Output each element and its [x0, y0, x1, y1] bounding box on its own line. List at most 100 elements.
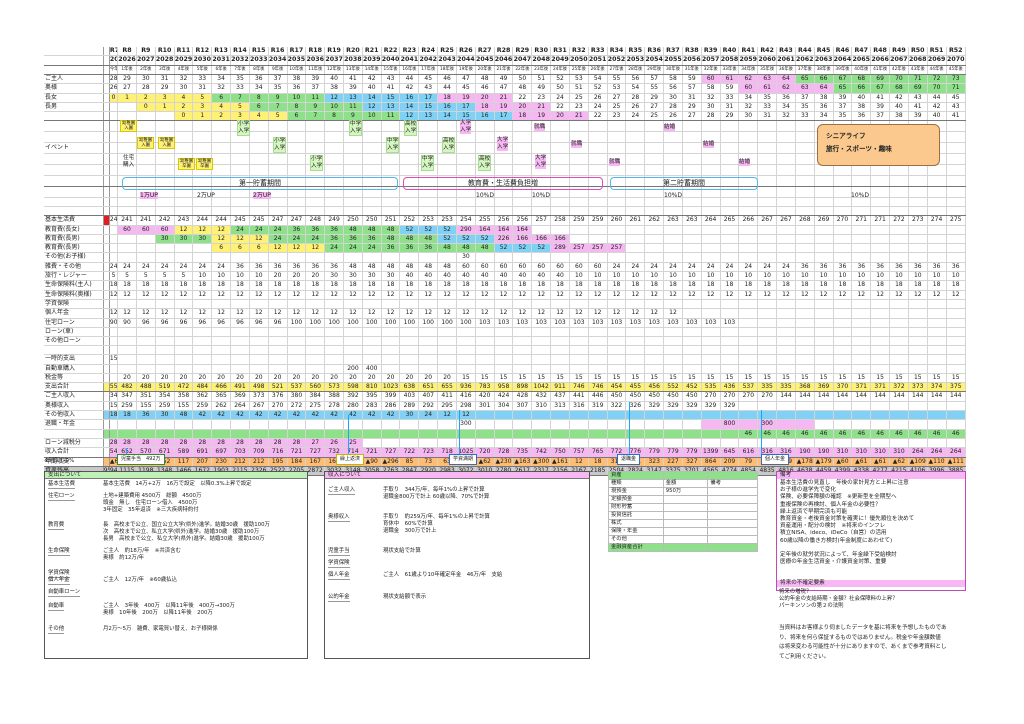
table-cell [136, 354, 156, 365]
table-cell [644, 131, 665, 144]
table-cell [109, 111, 119, 122]
table-cell [494, 336, 514, 347]
table-cell [738, 164, 759, 177]
table-cell: 190 [814, 447, 834, 458]
table-cell: 1 [155, 102, 175, 113]
table-cell [720, 243, 740, 254]
table-cell [494, 345, 514, 356]
table-cell: 36 [324, 234, 344, 245]
table-row: 一時的支出150 [44, 354, 966, 365]
table-cell: 36 [833, 262, 853, 273]
table-cell [103, 262, 110, 273]
table-cell: 55 [607, 74, 627, 85]
table-cell: 12 [287, 308, 307, 319]
table-cell: 12 [268, 290, 288, 300]
table-cell: 52 [437, 225, 457, 235]
table-cell [569, 429, 589, 439]
table-cell [795, 225, 815, 235]
table-cell [174, 142, 194, 155]
table-cell [870, 419, 891, 430]
table-cell [833, 252, 853, 263]
event-label: 幼稚園 入園 [158, 137, 176, 149]
table-cell [437, 336, 457, 347]
table-cell [268, 354, 288, 365]
row-label: 基本生活費 [44, 215, 104, 226]
table-cell [418, 429, 439, 439]
table-cell: 12 [343, 290, 363, 300]
table-cell [644, 327, 665, 338]
table-cell [211, 206, 232, 217]
table-cell: 2 [211, 111, 232, 122]
table-cell: 41 [870, 93, 891, 103]
row-label: 教育費(長女) [44, 225, 104, 235]
table-cell [103, 391, 110, 402]
table-cell [701, 364, 721, 374]
table-cell [155, 186, 175, 199]
table-cell: 655 [437, 382, 457, 393]
table-cell: 12 [230, 290, 250, 300]
table-cell [851, 327, 872, 338]
table-cell: 35 [833, 111, 853, 122]
table-cell: 24 [682, 262, 702, 273]
table-cell [437, 327, 457, 338]
table-cell: 28 [663, 102, 683, 113]
table-cell: 48 [437, 262, 457, 273]
event-label: 幼稚園 入園 [137, 137, 155, 149]
table-cell: 310 [531, 401, 552, 412]
table-cell: 73 [418, 457, 439, 467]
table-cell: R46 [833, 47, 853, 57]
table-cell: 15 [625, 373, 646, 384]
table-cell: 42 [305, 410, 326, 421]
table-cell: 28 [109, 74, 119, 85]
table-cell [305, 252, 326, 263]
row-label: ローン減税分 [44, 438, 104, 449]
table-cell [908, 354, 928, 365]
table-cell [268, 419, 288, 430]
table-cell [494, 327, 514, 338]
table-cell [569, 345, 589, 356]
table-cell [738, 364, 759, 374]
table-cell [908, 234, 928, 245]
table-cell: 103 [663, 318, 683, 328]
table-cell: 13 [418, 111, 439, 122]
table-cell [362, 120, 382, 133]
table-cell [174, 345, 194, 356]
table-cell: 20 [362, 373, 382, 384]
table-cell: 46 [814, 429, 834, 439]
table-cell: 28 [249, 438, 269, 449]
table-cell [230, 429, 250, 439]
table-cell: 18 [512, 111, 533, 122]
asset-cell [662, 535, 709, 544]
table-cell [757, 410, 778, 421]
table-cell: 10 [720, 271, 740, 282]
table-cell [117, 206, 137, 217]
table-cell: 50 [550, 83, 570, 94]
table-cell: 24 [343, 243, 363, 254]
table-cell: 271 [870, 215, 891, 226]
table-cell [795, 364, 815, 374]
table-cell [437, 438, 457, 449]
table-cell [625, 438, 646, 449]
table-cell: 2061 [776, 55, 796, 66]
table-cell [644, 243, 665, 254]
table-cell: 5 [230, 102, 250, 113]
table-cell [475, 364, 495, 374]
table-cell [569, 225, 589, 235]
table-cell: 54 [588, 74, 608, 85]
table-cell [512, 354, 533, 365]
table-cell: 1 [192, 111, 213, 122]
table-cell: 207 [192, 457, 213, 467]
table-cell [663, 186, 683, 199]
row-label: 生命保険料(主人) [44, 280, 104, 291]
table-cell: 12 [946, 290, 966, 300]
table-cell: 373 [249, 391, 269, 402]
note-text: 手取り 約259万/年、毎年1%の上昇で計算 [383, 514, 490, 520]
table-cell: 31年後 [682, 65, 702, 76]
note-label: 個人年金 [48, 577, 70, 585]
table-cell: 16 [399, 93, 420, 103]
table-cell: 18 [418, 280, 439, 291]
table-cell: 15 [381, 93, 401, 103]
table-cell [588, 299, 608, 310]
table-cell [174, 120, 194, 133]
table-cell [103, 142, 110, 155]
